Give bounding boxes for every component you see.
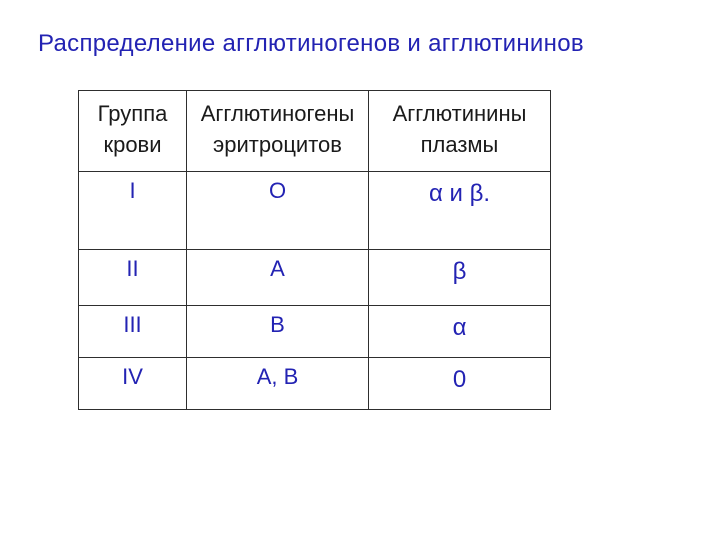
- table-row: IV А, В 0: [79, 357, 551, 409]
- cell-group: II: [79, 249, 187, 305]
- col-header-agglutinin-line1: Агглютинины: [375, 99, 544, 130]
- col-header-group-line1: Группа: [85, 99, 180, 130]
- cell-agglutinogen: А, В: [187, 357, 369, 409]
- table-row: I О α и β.: [79, 171, 551, 249]
- table-header-row: Группа крови Агглютиногены эритроцитов А…: [79, 91, 551, 172]
- blood-groups-table: Группа крови Агглютиногены эритроцитов А…: [78, 90, 551, 410]
- cell-agglutinogen: В: [187, 305, 369, 357]
- table-container: Группа крови Агглютиногены эритроцитов А…: [0, 58, 720, 410]
- col-header-agglutinogen: Агглютиногены эритроцитов: [187, 91, 369, 172]
- cell-agglutinogen: О: [187, 171, 369, 249]
- cell-agglutinogen: А: [187, 249, 369, 305]
- table-row: III В α: [79, 305, 551, 357]
- page-title: Распределение агглютиногенов и агглютини…: [0, 0, 720, 58]
- table-row: II А β: [79, 249, 551, 305]
- cell-agglutinin: 0: [369, 357, 551, 409]
- col-header-group: Группа крови: [79, 91, 187, 172]
- cell-group: I: [79, 171, 187, 249]
- col-header-group-line2: крови: [85, 130, 180, 161]
- cell-group: IV: [79, 357, 187, 409]
- cell-group: III: [79, 305, 187, 357]
- cell-agglutinin: α: [369, 305, 551, 357]
- col-header-agglutinogen-line2: эритроцитов: [193, 130, 362, 161]
- col-header-agglutinin-line2: плазмы: [375, 130, 544, 161]
- col-header-agglutinogen-line1: Агглютиногены: [193, 99, 362, 130]
- cell-agglutinin: β: [369, 249, 551, 305]
- col-header-agglutinin: Агглютинины плазмы: [369, 91, 551, 172]
- cell-agglutinin: α и β.: [369, 171, 551, 249]
